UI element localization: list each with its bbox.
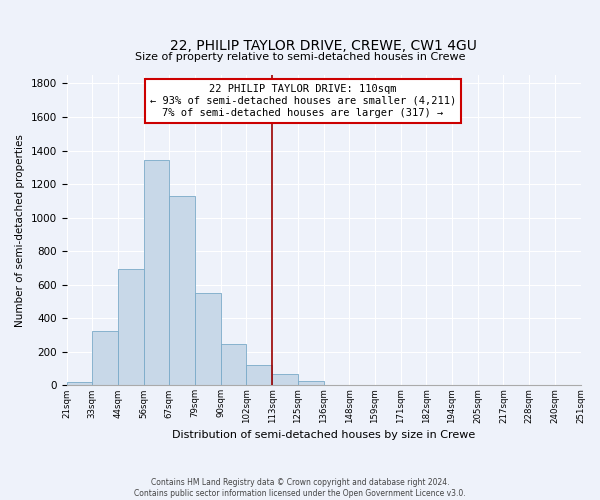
X-axis label: Distribution of semi-detached houses by size in Crewe: Distribution of semi-detached houses by …: [172, 430, 475, 440]
Bar: [118, 269, 143, 386]
Text: Contains HM Land Registry data © Crown copyright and database right 2024.
Contai: Contains HM Land Registry data © Crown c…: [134, 478, 466, 498]
Bar: [247, 366, 272, 386]
Bar: [67, 382, 92, 386]
Y-axis label: Number of semi-detached properties: Number of semi-detached properties: [15, 134, 25, 326]
Bar: [272, 374, 298, 386]
Bar: [169, 196, 195, 386]
Text: 22 PHILIP TAYLOR DRIVE: 110sqm
← 93% of semi-detached houses are smaller (4,211): 22 PHILIP TAYLOR DRIVE: 110sqm ← 93% of …: [150, 84, 456, 117]
Bar: [92, 331, 118, 386]
Text: Size of property relative to semi-detached houses in Crewe: Size of property relative to semi-detach…: [135, 52, 465, 62]
Bar: [221, 344, 247, 386]
Title: 22, PHILIP TAYLOR DRIVE, CREWE, CW1 4GU: 22, PHILIP TAYLOR DRIVE, CREWE, CW1 4GU: [170, 39, 477, 53]
Bar: [298, 381, 323, 386]
Bar: [323, 384, 349, 386]
Bar: [143, 160, 169, 386]
Bar: [195, 293, 221, 386]
